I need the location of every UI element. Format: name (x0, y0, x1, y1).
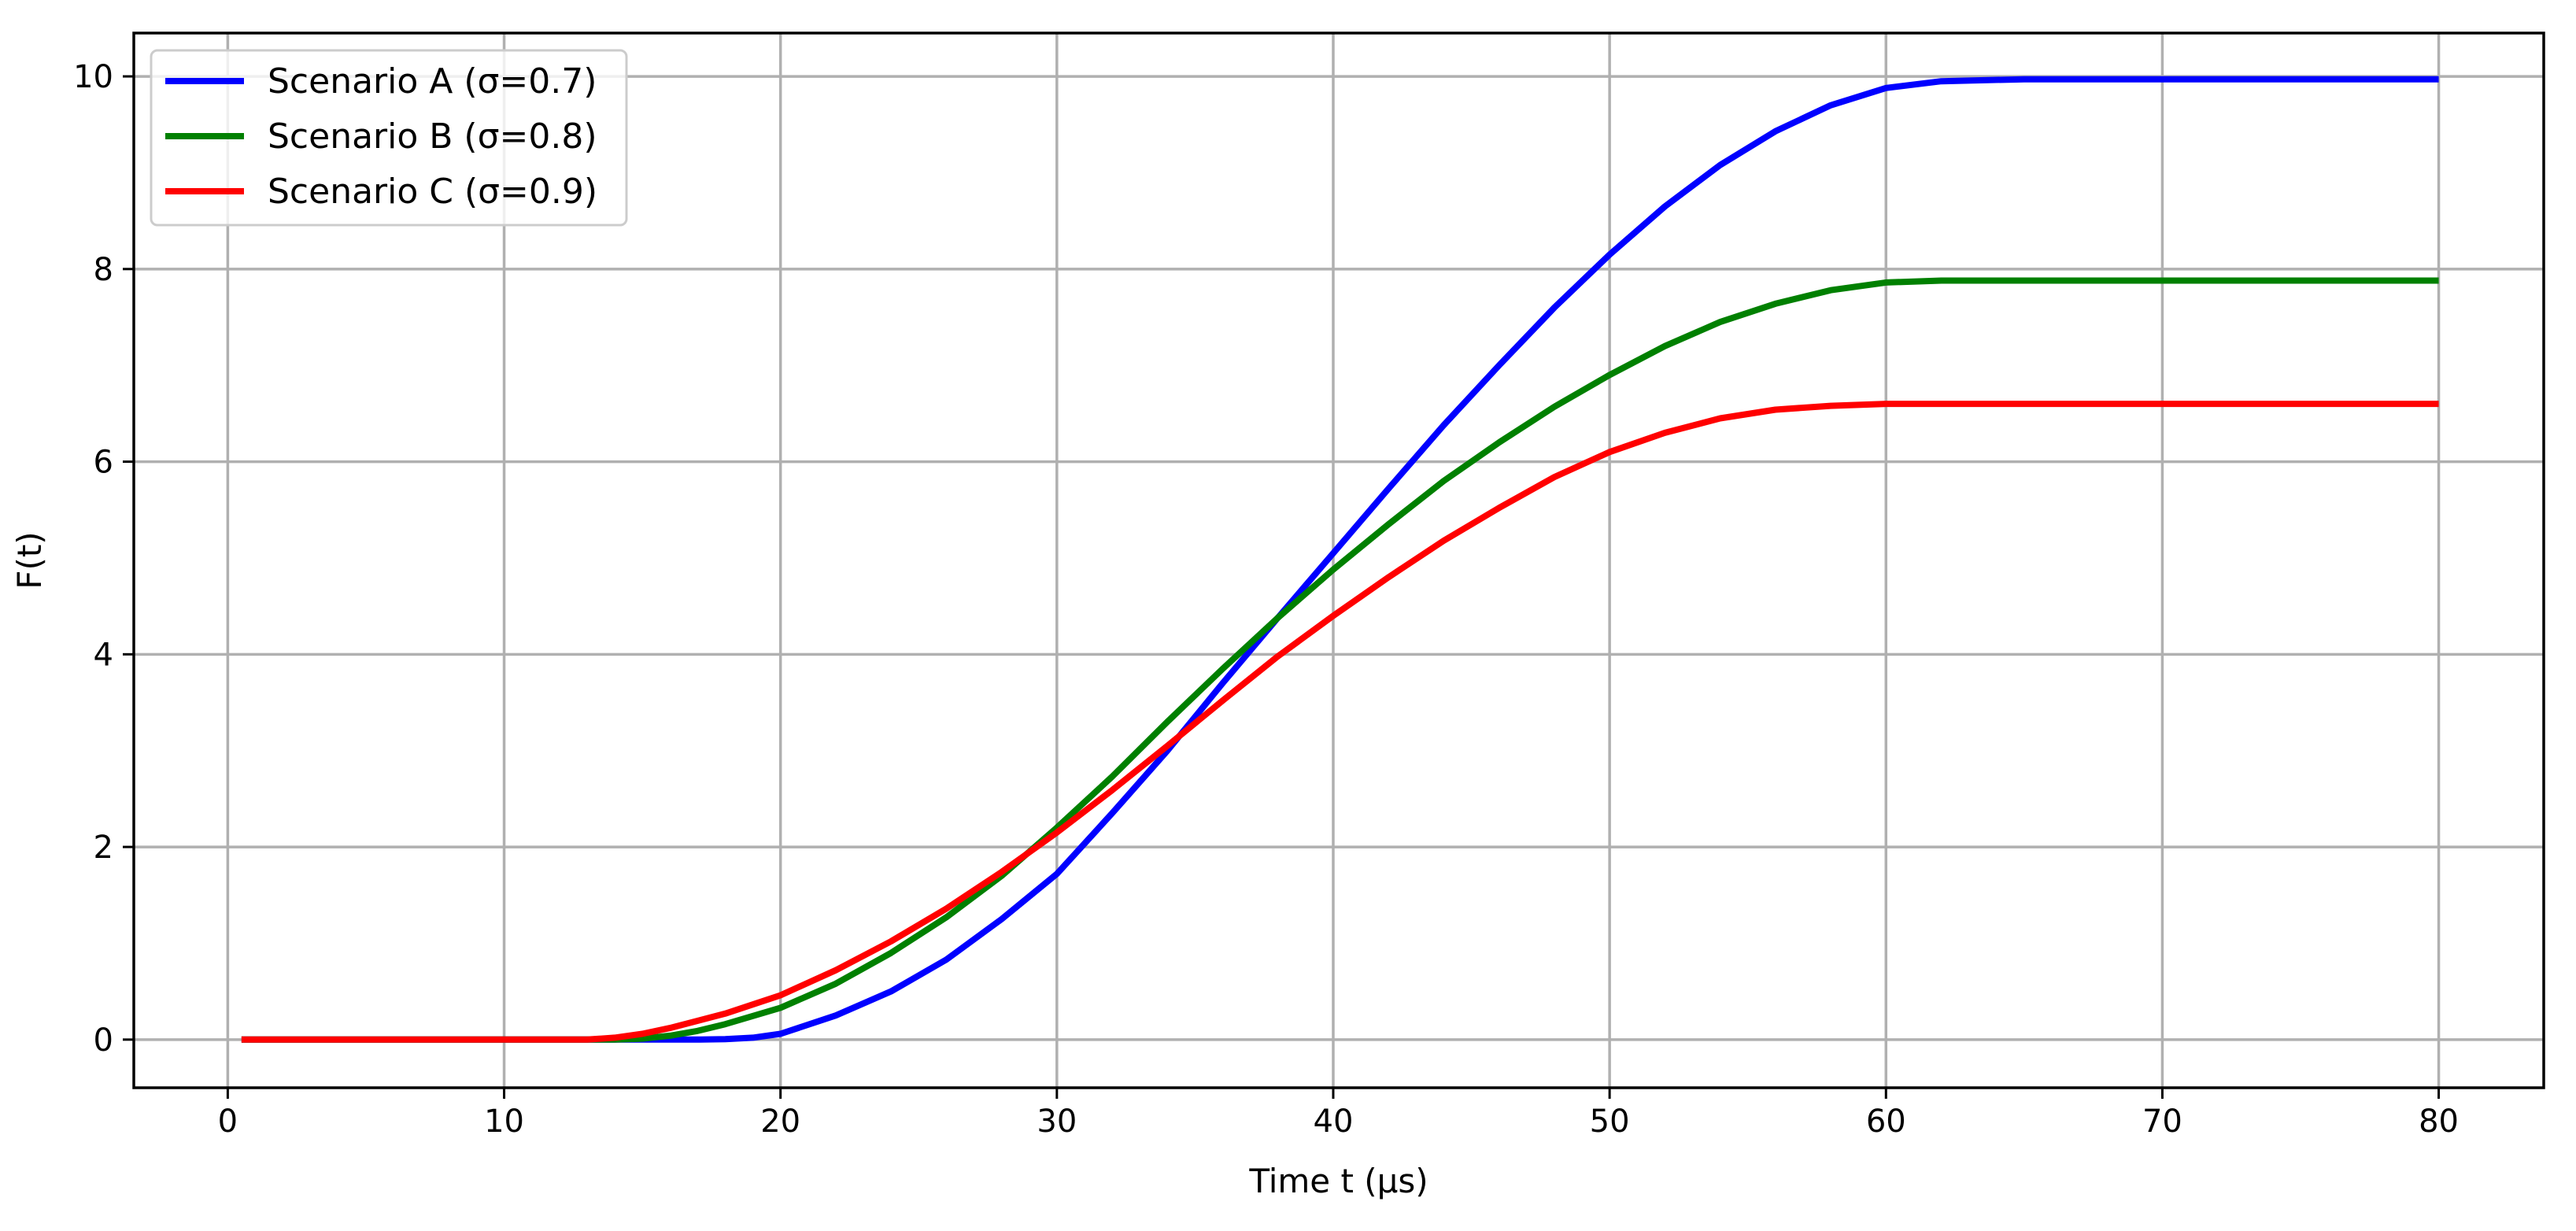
plot-frame (132, 31, 2545, 1089)
x-tick-label: 40 (1314, 1103, 1354, 1140)
x-tick-label: 20 (760, 1103, 800, 1140)
x-tick-label: 50 (1590, 1103, 1630, 1140)
legend: Scenario A (σ=0.7) Scenario B (σ=0.8) Scen… (150, 49, 628, 227)
x-tick-label: 60 (1866, 1103, 1906, 1140)
y-axis-label: F(t) (10, 531, 49, 589)
series-lines (241, 76, 2439, 1043)
grid (134, 33, 2544, 1088)
series-line-b (241, 277, 2439, 1043)
y-tick-label: 8 (94, 252, 113, 288)
y-tick-label: 10 (73, 59, 113, 95)
x-tick-label: 0 (218, 1103, 238, 1140)
series-line-c (241, 401, 2439, 1043)
y-tick-label: 0 (94, 1022, 113, 1059)
y-tick-label: 2 (94, 830, 113, 866)
legend-label-c: Scenario C (σ=0.9) (268, 172, 597, 212)
legend-box (150, 49, 628, 227)
y-axis: 0 2 4 6 8 10 (73, 59, 134, 1059)
legend-label-b: Scenario B (σ=0.8) (268, 116, 597, 157)
x-axis: 0 10 20 30 40 50 60 70 80 (218, 1088, 2459, 1140)
series-line-a (241, 76, 2439, 1043)
x-tick-label: 80 (2419, 1103, 2459, 1140)
y-tick-label: 6 (94, 445, 113, 481)
x-tick-label: 30 (1037, 1103, 1077, 1140)
x-tick-label: 10 (484, 1103, 524, 1140)
y-tick-label: 4 (94, 637, 113, 673)
x-tick-label: 70 (2142, 1103, 2182, 1140)
legend-label-a: Scenario A (σ=0.7) (268, 61, 597, 102)
x-axis-label: Time t (μs) (1248, 1162, 1428, 1200)
